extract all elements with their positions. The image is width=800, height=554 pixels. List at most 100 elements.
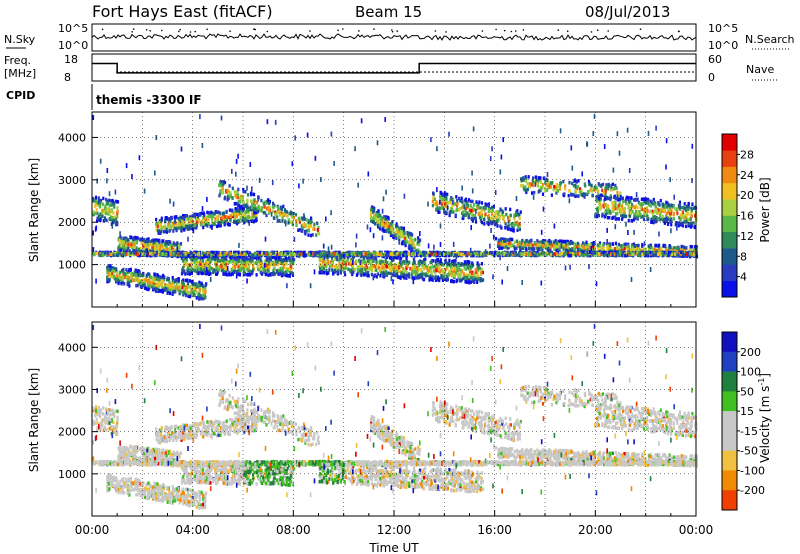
power-cell xyxy=(429,274,432,278)
power-cell xyxy=(240,216,243,220)
power-cell xyxy=(99,201,102,205)
power-cell xyxy=(400,241,404,246)
power-cell xyxy=(619,191,622,196)
power-cell xyxy=(130,235,133,240)
power-cell xyxy=(344,266,347,270)
power-cell xyxy=(412,258,416,262)
power-cell xyxy=(469,211,472,215)
power-cell xyxy=(472,216,476,220)
power-cell xyxy=(111,252,114,256)
power-cell xyxy=(187,265,190,270)
power-cell xyxy=(270,272,273,276)
power-cell xyxy=(471,279,474,283)
power-cell xyxy=(675,207,678,212)
search-noise-point xyxy=(101,28,104,31)
power-cell xyxy=(481,270,484,275)
power-cell xyxy=(267,198,270,202)
power-cell xyxy=(244,203,247,207)
power-cell xyxy=(368,261,371,265)
power-cell xyxy=(482,278,485,282)
power-cell xyxy=(635,204,638,208)
power-cell xyxy=(133,239,136,244)
power-cell xyxy=(371,220,374,224)
power-cell xyxy=(415,276,418,280)
power-cell xyxy=(264,211,267,215)
power-cell xyxy=(366,259,369,263)
power-cell xyxy=(625,214,628,219)
power-cell xyxy=(478,266,481,270)
power-cell xyxy=(448,262,451,266)
power-cell xyxy=(522,178,525,182)
power-cell xyxy=(126,277,129,282)
power-cell xyxy=(295,219,298,223)
power-cell xyxy=(640,197,643,201)
power-cell xyxy=(137,273,140,277)
power-cell xyxy=(158,221,161,225)
power-cell xyxy=(272,216,275,220)
power-cell xyxy=(285,258,288,262)
power-cell xyxy=(433,202,436,206)
power-cell xyxy=(288,255,291,260)
power-cell xyxy=(571,181,574,186)
power-cell xyxy=(92,212,95,217)
power-cell xyxy=(164,219,167,224)
power-cell xyxy=(586,242,589,247)
power-cell xyxy=(334,257,337,261)
power-cell xyxy=(555,183,558,187)
power-cell xyxy=(110,203,113,207)
power-cell xyxy=(218,258,221,263)
power-cell xyxy=(200,258,203,263)
power-cell xyxy=(552,187,555,192)
power-cell xyxy=(146,243,149,247)
power-cell xyxy=(496,218,499,223)
power-cell xyxy=(446,264,449,268)
power-cell xyxy=(153,287,156,291)
power-cell xyxy=(637,243,640,248)
power-cell xyxy=(438,264,441,269)
power-cell xyxy=(276,215,279,219)
power-cell xyxy=(157,252,160,256)
power-cell xyxy=(272,205,275,209)
power-cell xyxy=(115,278,118,282)
power-cell xyxy=(632,242,636,246)
power-cell xyxy=(156,273,159,277)
power-cell xyxy=(687,224,690,228)
power-cell xyxy=(129,279,132,283)
power-cell xyxy=(308,219,311,223)
power-cell xyxy=(214,257,217,261)
power-cell xyxy=(350,258,353,262)
power-cell xyxy=(185,288,189,293)
power-cell xyxy=(623,207,626,211)
power-cell xyxy=(564,186,567,191)
power-cell xyxy=(429,260,432,265)
power-cell xyxy=(128,284,131,288)
power-cell xyxy=(452,279,455,284)
power-cell xyxy=(188,220,191,224)
power-cell xyxy=(349,253,352,258)
power-cell xyxy=(151,276,154,280)
power-cell xyxy=(508,224,511,228)
power-cell xyxy=(198,292,201,296)
power-cell xyxy=(667,210,670,215)
power-cell xyxy=(493,220,496,224)
power-cell xyxy=(127,246,130,251)
power-cell xyxy=(465,280,468,284)
power-cell xyxy=(333,265,336,269)
power-cell xyxy=(652,248,655,252)
power-cell xyxy=(600,193,603,197)
power-cell xyxy=(519,247,522,252)
power-cell xyxy=(474,220,478,224)
power-cell xyxy=(139,280,142,284)
power-cell xyxy=(215,256,218,261)
nsearch-tick-top: 10^5 xyxy=(708,22,738,35)
power-cell xyxy=(146,239,149,243)
power-cell xyxy=(650,217,653,222)
power-cell xyxy=(410,232,413,236)
power-cell xyxy=(120,240,123,244)
power-cell xyxy=(259,258,262,262)
power-cell xyxy=(518,240,521,245)
power-cell xyxy=(676,211,679,216)
power-cell xyxy=(521,238,524,243)
power-cell xyxy=(312,224,315,229)
power-cell xyxy=(473,279,476,283)
